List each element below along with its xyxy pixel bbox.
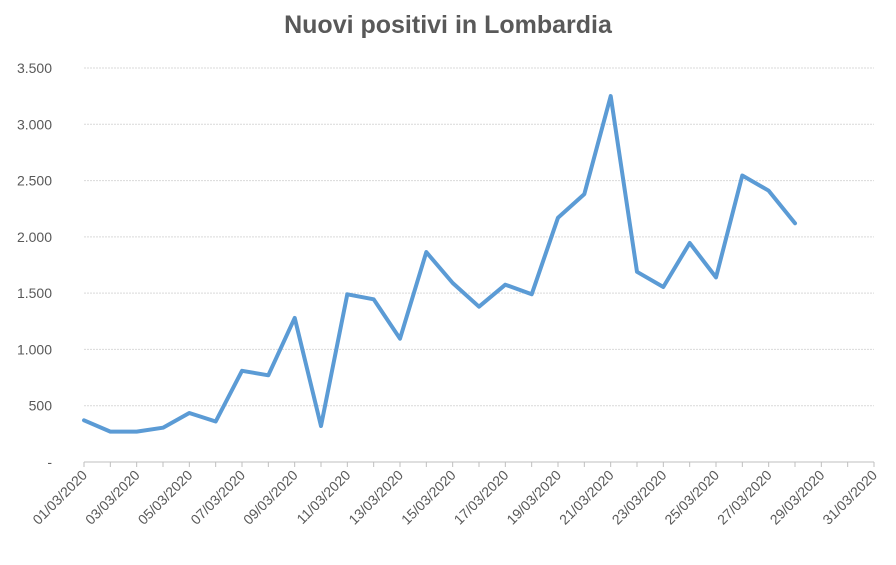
x-tick-label: 31/03/2020 — [819, 467, 880, 528]
x-tick-label: 07/03/2020 — [187, 467, 248, 528]
y-tick-label: 2.500 — [17, 173, 52, 189]
x-tick-label: 05/03/2020 — [135, 467, 196, 528]
x-tick-label: 01/03/2020 — [29, 467, 90, 528]
y-axis-tick-labels: - 500 1.000 1.500 2.000 2.500 3.000 3.500 — [17, 60, 52, 470]
series-layer — [82, 94, 797, 434]
x-tick-label: 09/03/2020 — [240, 467, 301, 528]
y-tick-label: 1.500 — [17, 285, 52, 301]
x-tick-label: 19/03/2020 — [503, 467, 564, 528]
x-tick-label: 13/03/2020 — [345, 467, 406, 528]
x-tick-label: 27/03/2020 — [714, 467, 775, 528]
x-axis — [83, 461, 875, 467]
x-axis-tick-labels: 01/03/202003/03/202005/03/202007/03/2020… — [29, 467, 880, 528]
y-tick-label: 1.000 — [17, 341, 52, 357]
y-tick-label: 500 — [29, 398, 53, 414]
x-tick-label: 23/03/2020 — [609, 467, 670, 528]
y-tick-label: 2.000 — [17, 229, 52, 245]
x-tick-label: 25/03/2020 — [661, 467, 722, 528]
y-tick-label: - — [47, 454, 52, 470]
x-tick-label: 03/03/2020 — [82, 467, 143, 528]
y-tick-label: 3.500 — [17, 60, 52, 76]
series-line — [82, 94, 797, 434]
y-tick-label: 3.000 — [17, 116, 52, 132]
gridlines — [84, 67, 874, 407]
x-tick-label: 15/03/2020 — [398, 467, 459, 528]
chart-title: Nuovi positivi in Lombardia — [284, 11, 613, 39]
x-tick-label: 29/03/2020 — [767, 467, 828, 528]
x-tick-label: 21/03/2020 — [556, 467, 617, 528]
x-tick-label: 17/03/2020 — [451, 467, 512, 528]
x-tick-label: 11/03/2020 — [293, 467, 353, 527]
